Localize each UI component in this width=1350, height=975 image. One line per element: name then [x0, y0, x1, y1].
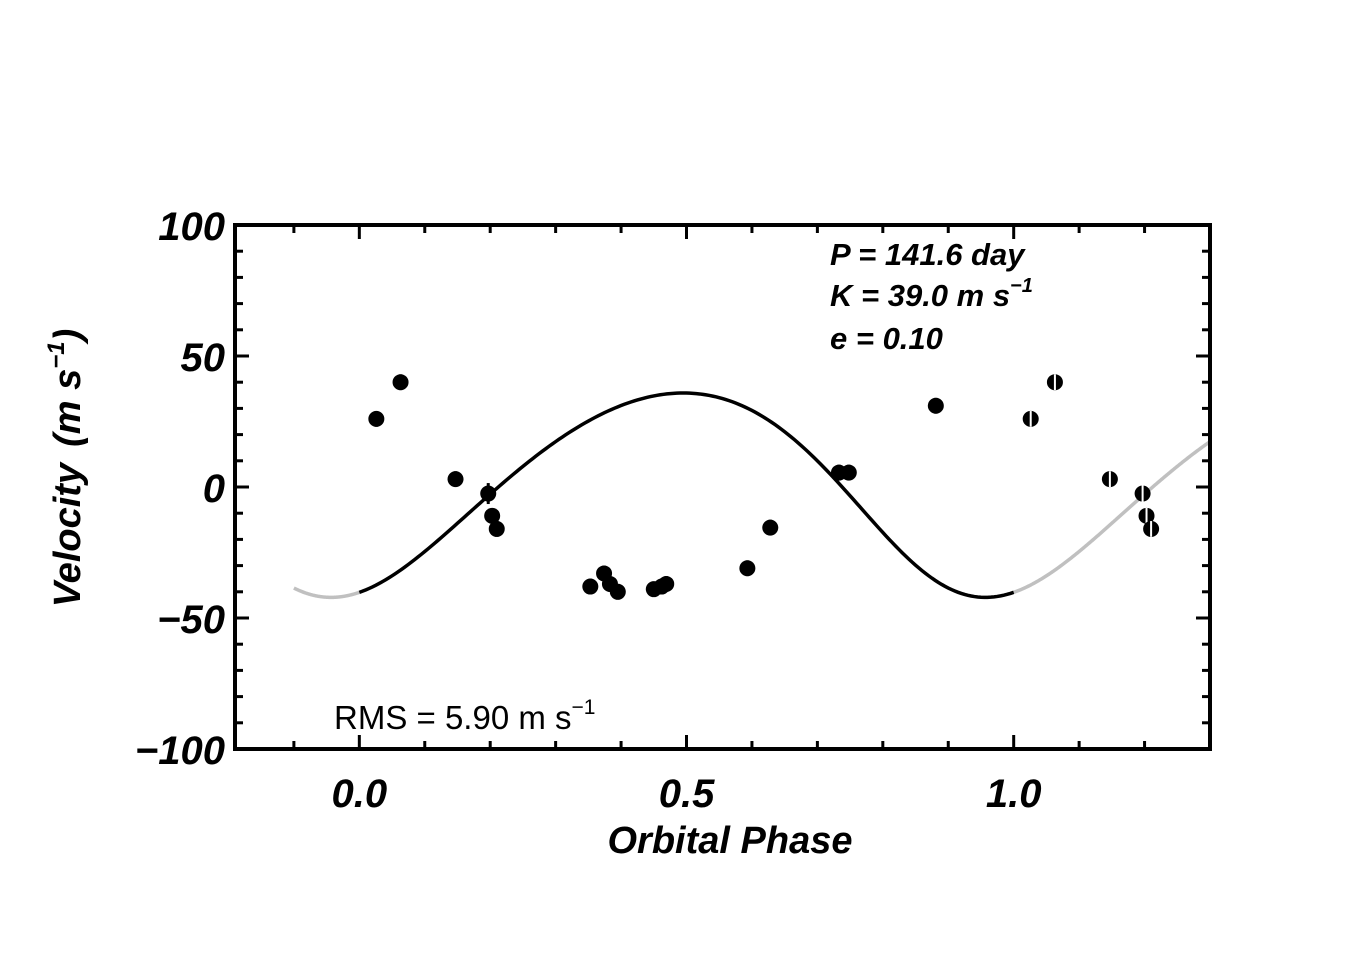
- model-curve-group: [293, 391, 1211, 600]
- x-tick-label: 0.0: [332, 772, 388, 816]
- data-marker: [480, 485, 497, 502]
- plot-frame: [233, 223, 1212, 751]
- data-marker: [488, 520, 505, 537]
- rms-exponent: −1: [572, 696, 596, 719]
- data-point-repeat: [1022, 410, 1039, 427]
- data-marker: [739, 560, 756, 577]
- data-point: [840, 464, 857, 481]
- period-annotation: P = 141.6 day: [830, 237, 1026, 272]
- data-points-group: [368, 374, 1160, 600]
- data-point: [392, 374, 409, 391]
- data-marker: [368, 410, 385, 427]
- data-marker: [658, 575, 675, 592]
- tick-labels-group: 100 50 0 −50 −100 0.0 0.5 1.0: [135, 205, 1042, 816]
- eccentricity-annotation: e = 0.10: [830, 321, 943, 356]
- data-point: [927, 397, 944, 414]
- axis-ticks-group: [235, 223, 1210, 751]
- data-point: [658, 575, 675, 592]
- data-point: [484, 507, 501, 524]
- data-marker: [609, 583, 626, 600]
- data-marker: [840, 464, 857, 481]
- data-point: [762, 519, 779, 536]
- data-point: [368, 410, 385, 427]
- data-point: [447, 471, 464, 488]
- y-tick-label: 0: [203, 467, 225, 511]
- data-point: [609, 583, 626, 600]
- y-axis-title-word: Velocity: [47, 461, 89, 607]
- y-axis-title-close: ): [47, 329, 89, 346]
- rms-text: RMS = 5.90 m s: [334, 699, 572, 736]
- data-marker: [582, 578, 599, 595]
- x-tick-label: 1.0: [986, 772, 1042, 816]
- y-axis-title-exponent: −1: [43, 341, 70, 368]
- y-tick-label: 50: [181, 336, 226, 380]
- data-point: [480, 483, 497, 505]
- data-point: [488, 520, 505, 537]
- y-tick-label: −100: [135, 729, 225, 773]
- data-marker: [447, 471, 464, 488]
- data-marker: [484, 507, 501, 524]
- y-axis-title-units: (m s: [47, 369, 89, 447]
- data-point-repeat: [1046, 374, 1063, 391]
- model-curve-extension-left: [293, 586, 360, 600]
- model-curve: [358, 391, 1015, 600]
- x-axis-title: Orbital Phase: [608, 820, 853, 862]
- data-marker: [392, 374, 409, 391]
- data-point: [739, 560, 756, 577]
- semi-amplitude-exponent: −1: [1010, 275, 1033, 297]
- data-point-repeat: [1143, 520, 1160, 537]
- y-axis-title: Velocity (m s−1): [43, 329, 89, 608]
- y-tick-label: −50: [157, 598, 225, 642]
- data-point: [582, 578, 599, 595]
- y-tick-label: 100: [158, 205, 225, 249]
- semi-amplitude-annotation: K = 39.0 m s−1: [830, 275, 1033, 313]
- data-point-repeat: [1101, 471, 1118, 488]
- data-point-repeat: [1134, 483, 1151, 505]
- data-marker: [762, 519, 779, 536]
- x-tick-label: 0.5: [659, 772, 715, 816]
- semi-amplitude-text: K = 39.0 m s: [830, 278, 1010, 313]
- rms-annotation: RMS = 5.90 m s−1: [334, 696, 595, 736]
- data-point-repeat: [1138, 507, 1155, 524]
- model-curve-extension-right: [1013, 440, 1211, 594]
- data-marker: [927, 397, 944, 414]
